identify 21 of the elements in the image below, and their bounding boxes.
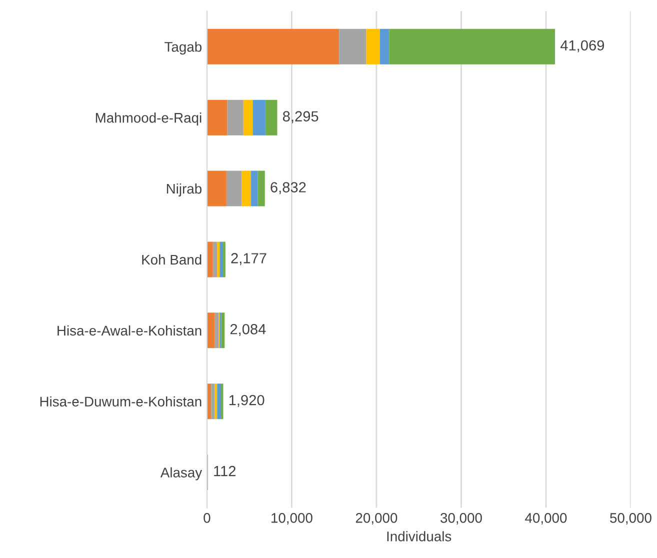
x-tick-label: 0 <box>204 513 210 523</box>
total-label: 1,920 <box>229 394 264 407</box>
y-tick-label: Nijrab <box>166 183 202 196</box>
y-tick-label: Alasay <box>160 467 202 480</box>
y-tick-label: Tagab <box>164 42 202 55</box>
y-tick-label: Mahmood-e-Raqi <box>96 112 202 126</box>
total-label: 2,177 <box>231 253 266 266</box>
x-tick-label: 30,000 <box>440 513 482 524</box>
x-tick-label: 10,000 <box>272 513 312 524</box>
x-tick-label: 50,000 <box>610 513 652 524</box>
y-tick-label: Hisa-e-Duwum-e-Kohistan <box>40 396 202 407</box>
x-tick-label: 20,000 <box>356 513 398 524</box>
total-label: 2,084 <box>230 324 266 336</box>
x-axis-title: Individuals <box>387 531 452 542</box>
x-tick-label: 40,000 <box>525 513 567 524</box>
total-label: 112 <box>214 466 236 476</box>
y-tick-label: Koh Band <box>142 254 202 265</box>
y-tick-label: Hisa-e-Awal-e-Kohistan <box>58 325 202 336</box>
total-label: 6,832 <box>270 182 306 194</box>
total-label: 41,069 <box>560 40 604 52</box>
total-label: 8,295 <box>282 111 318 124</box>
